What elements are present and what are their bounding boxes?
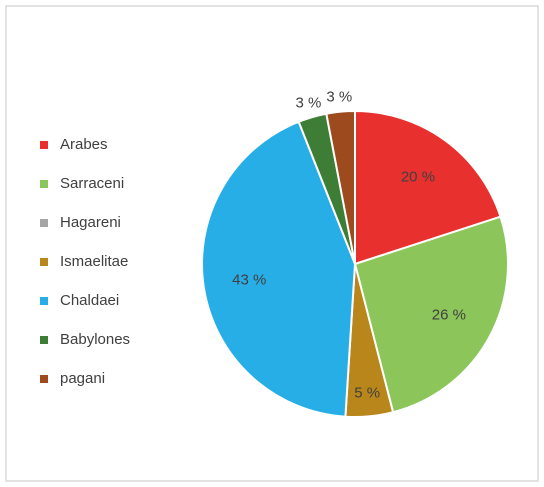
data-label: 43 % [232,272,266,289]
legend-label: Sarraceni [60,175,124,192]
legend-label: Chaldaei [60,292,119,309]
data-label: 3 % [326,89,352,106]
data-label: 3 % [295,95,321,112]
data-label: 20 % [401,168,435,185]
pie-slice [201,120,357,418]
legend-swatch [40,375,48,383]
data-label: 26 % [432,307,466,324]
legend-swatch [40,336,48,344]
legend-swatch [40,258,48,266]
legend-label: Hagareni [60,214,121,231]
legend-swatch [40,141,48,149]
pie-slice [354,109,502,266]
legend-swatch [40,219,48,227]
data-label: 5 % [354,384,380,401]
legend-label: pagani [60,370,105,387]
pie-slice [353,215,509,414]
legend-label: Arabes [60,136,108,153]
legend-label: Ismaelitae [60,253,128,270]
legend-label: Babylones [60,331,130,348]
legend-swatch [40,180,48,188]
legend-swatch [40,297,48,305]
pie-slice [325,109,356,265]
